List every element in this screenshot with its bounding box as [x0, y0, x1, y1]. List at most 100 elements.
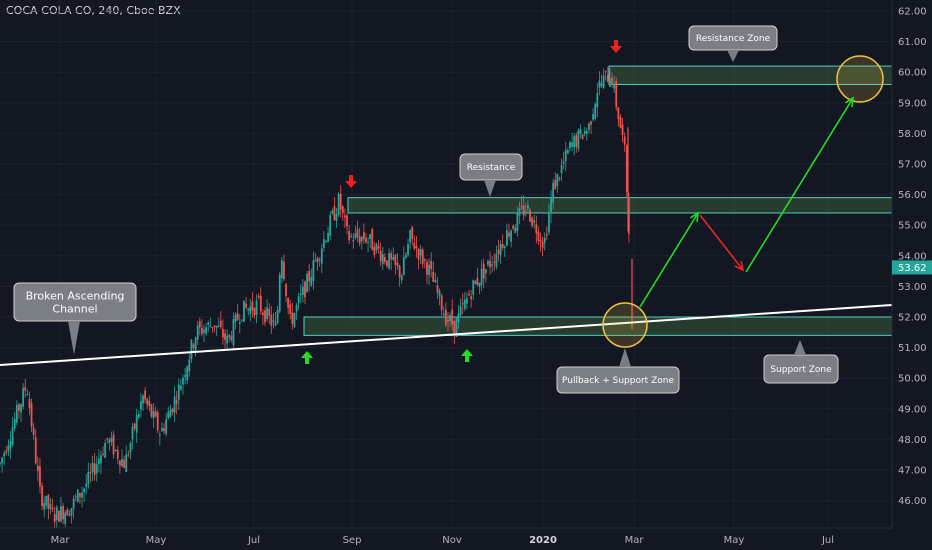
candle-body [70, 508, 73, 516]
callout-broken-channel-pointer [68, 321, 80, 355]
candle-body [571, 142, 573, 147]
candle-body [310, 277, 313, 286]
candle-body [476, 277, 479, 285]
candle-body [590, 121, 592, 125]
candle-body [114, 449, 117, 451]
candle-body [331, 210, 334, 214]
price-tick-label: 58.00 [898, 129, 927, 140]
candle-body [85, 483, 88, 487]
candle-body [236, 313, 239, 321]
candle-body [548, 212, 550, 233]
time-tick-label: Mar [625, 535, 645, 546]
candle-body [102, 453, 104, 455]
candle-body [106, 438, 109, 440]
candle-body [537, 231, 540, 241]
candle-body [358, 236, 361, 244]
candle-body [280, 260, 283, 279]
candle-body [144, 390, 147, 400]
candle-body [449, 314, 451, 322]
candle-body [97, 458, 100, 465]
candle-body [375, 243, 378, 251]
candle-body [539, 240, 542, 242]
time-tick-label: May [724, 535, 745, 546]
candle-body [81, 492, 83, 498]
candle-body [407, 244, 409, 256]
candle-body [558, 177, 561, 179]
candle-body [184, 375, 186, 377]
candle-body [625, 145, 628, 192]
candle-body [152, 411, 155, 418]
candle-body [34, 437, 37, 464]
candle-body [15, 404, 18, 423]
candle-body [455, 318, 458, 337]
candle-body [524, 210, 527, 212]
candle-body [142, 395, 144, 404]
candle-body [468, 293, 470, 296]
candle-body [415, 246, 418, 249]
callout-resistance-zone-pointer [727, 50, 739, 62]
candle-body [123, 459, 125, 468]
candle-body [295, 305, 298, 312]
candle-body [365, 237, 367, 243]
candle-body [596, 93, 599, 108]
candle-body [566, 150, 569, 154]
price-tick-label: 52.00 [898, 313, 927, 324]
candle-body [203, 329, 205, 333]
candle-body [45, 495, 48, 506]
callout-resistance: Resistance [459, 153, 523, 197]
candle-body [510, 230, 512, 242]
candle-body [249, 306, 252, 314]
candle-body [451, 309, 454, 325]
candle-body [501, 244, 504, 248]
candle-body [57, 510, 60, 522]
last-price-label: 53.62 [898, 263, 927, 274]
candle-body [497, 249, 500, 254]
candle-body [289, 304, 292, 315]
candle-body [428, 264, 430, 276]
candle-body [386, 260, 388, 266]
candle-body [512, 225, 515, 229]
candle-body [325, 240, 327, 242]
candle-body [299, 293, 302, 296]
green-up-arrow [461, 349, 473, 362]
candle-body [93, 463, 96, 475]
candle-body [60, 505, 62, 522]
candle-body [466, 297, 468, 304]
projection-arrow-up-1-head [689, 211, 699, 223]
candle-body [421, 249, 424, 264]
candle-body [560, 165, 563, 174]
candle-body [518, 208, 521, 216]
candle-body [72, 498, 75, 509]
candle-body [442, 313, 445, 316]
candle-body [592, 114, 595, 120]
price-tick-label: 55.00 [898, 221, 927, 232]
candle-body [533, 220, 536, 223]
price-tick-label: 48.00 [898, 435, 927, 446]
candle-body [341, 206, 344, 214]
callout-support-zone-pointer [794, 340, 806, 355]
callout-broken-channel-label: Channel [52, 302, 97, 315]
candle-body [398, 265, 401, 278]
candle-body [600, 83, 603, 87]
candle-body [611, 77, 613, 85]
time-tick-label: May [146, 535, 167, 546]
candle-body [423, 259, 426, 261]
candle-body [516, 212, 519, 231]
candle-body [247, 308, 250, 311]
candle-body [125, 454, 128, 472]
candle-body [36, 465, 39, 471]
candle-body [583, 131, 586, 135]
candle-body [436, 285, 439, 293]
candle-body [377, 246, 380, 249]
last-price-badge [892, 260, 932, 275]
candle-body [413, 242, 416, 249]
candle-body [234, 314, 237, 322]
candle-body [150, 404, 153, 417]
candle-body [522, 205, 525, 216]
candle-body [47, 494, 50, 509]
candle-body [24, 386, 27, 391]
candle-body [127, 454, 130, 456]
candle-body [133, 423, 136, 429]
